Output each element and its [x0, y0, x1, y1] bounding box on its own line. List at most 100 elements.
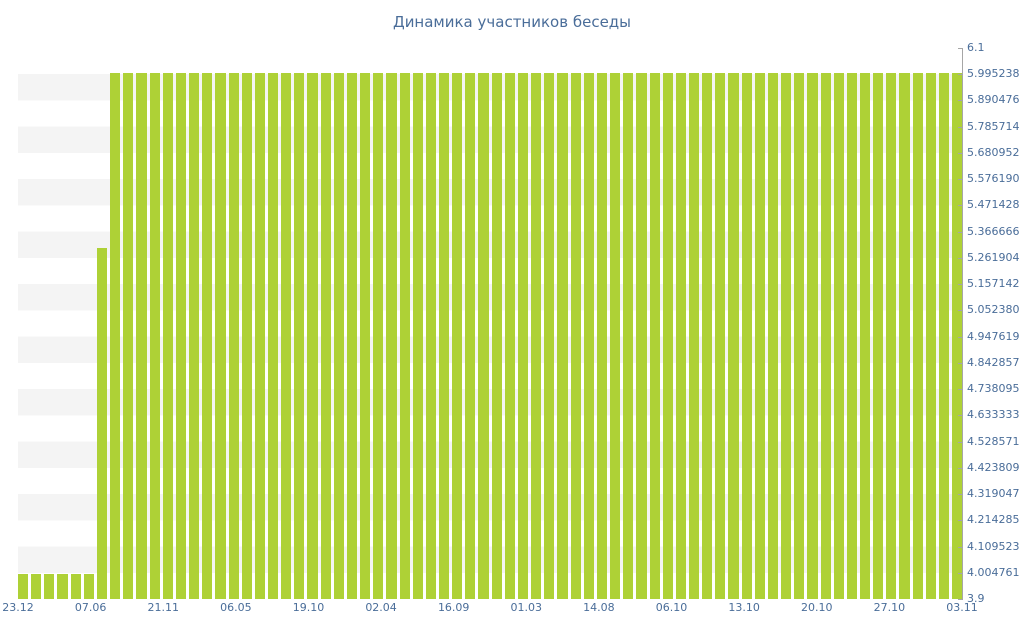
bar — [241, 73, 252, 599]
bar — [439, 73, 450, 599]
y-tick-label: 5.680952 — [967, 145, 1020, 159]
bar — [504, 73, 515, 599]
x-tick-label: 06.05 — [220, 601, 252, 614]
bar — [623, 73, 634, 599]
bar — [860, 73, 871, 599]
bar — [938, 73, 950, 599]
bar — [57, 573, 68, 599]
y-tick-label: 6.1 — [967, 41, 985, 54]
bar — [425, 73, 436, 599]
bar — [767, 73, 779, 599]
bar — [583, 73, 594, 599]
y-tick-mark — [958, 415, 963, 417]
y-tick-label: 4.004761 — [967, 565, 1020, 579]
bar — [31, 573, 42, 599]
bar — [715, 73, 726, 599]
bar — [807, 73, 818, 599]
bar — [478, 73, 489, 599]
bar — [228, 73, 239, 599]
bar — [110, 73, 121, 599]
x-tick-label: 02.04 — [365, 601, 397, 614]
bar — [202, 73, 213, 599]
y-tick-mark — [958, 599, 963, 600]
y-tick-mark — [958, 336, 963, 338]
y-tick-label: 4.738095 — [967, 382, 1020, 396]
plot-area — [18, 48, 963, 599]
x-tick-label: 13.10 — [728, 601, 760, 614]
y-tick-mark — [958, 441, 963, 443]
bar — [728, 73, 739, 599]
bar — [952, 73, 963, 599]
bar — [294, 73, 305, 599]
bar — [925, 73, 936, 599]
y-tick-mark — [958, 520, 963, 522]
x-tick-label: 27.10 — [873, 601, 906, 614]
bar — [781, 73, 792, 599]
y-tick-mark — [958, 231, 963, 233]
bar — [123, 73, 134, 599]
y-tick-label: 4.423809 — [967, 460, 1020, 474]
bar — [465, 73, 476, 599]
bar — [754, 73, 765, 599]
bar — [899, 73, 910, 599]
bar — [215, 73, 226, 599]
bar — [820, 73, 831, 599]
bar — [18, 573, 29, 599]
y-tick-label: 5.157142 — [967, 277, 1020, 291]
y-tick-mark — [958, 126, 963, 128]
y-tick-mark — [958, 546, 963, 548]
x-tick-label: 14.08 — [583, 601, 615, 614]
y-axis-line — [962, 48, 963, 599]
bar — [741, 73, 752, 599]
y-tick-label: 5.052380 — [967, 303, 1020, 317]
bar — [636, 73, 647, 599]
y-tick-label: 4.842857 — [967, 355, 1020, 369]
y-tick-mark — [958, 467, 963, 469]
bar — [544, 73, 555, 599]
y-tick-label: 4.109523 — [967, 539, 1020, 553]
y-tick-mark — [958, 284, 963, 286]
bar — [281, 73, 292, 599]
bar — [254, 73, 265, 599]
y-axis: 6.1 5.995238 5.890476 5.785714 5.680952 5.576… — [958, 42, 1024, 605]
y-tick-mark — [958, 310, 963, 312]
y-tick-mark — [958, 100, 963, 102]
bars-container — [18, 48, 963, 599]
x-tick-label: 06.10 — [655, 601, 688, 614]
bar — [649, 73, 660, 599]
bar — [688, 73, 700, 599]
bar — [912, 73, 923, 599]
bar — [517, 73, 529, 599]
chart-title: Динамика участников беседы — [392, 13, 632, 31]
y-tick-label: 4.947619 — [967, 329, 1020, 343]
y-tick-label: 5.261904 — [967, 250, 1020, 264]
bar — [491, 73, 502, 599]
x-tick-label: 21.11 — [147, 601, 179, 614]
bar — [83, 573, 94, 599]
y-tick-mark — [958, 74, 963, 76]
bar — [596, 73, 608, 599]
bar — [267, 73, 279, 599]
bar — [386, 73, 397, 599]
y-tick-label: 4.319047 — [967, 487, 1020, 501]
y-tick-label: 3.9 — [967, 592, 985, 605]
y-tick-mark — [958, 362, 963, 364]
x-tick-label: 07.06 — [74, 601, 107, 614]
y-tick-label: 5.890476 — [967, 93, 1020, 107]
bar — [96, 248, 108, 599]
bar — [136, 73, 147, 599]
x-tick-label: 16.09 — [437, 601, 470, 614]
bar — [662, 73, 673, 599]
bar — [320, 73, 331, 599]
y-tick-mark — [958, 494, 963, 496]
x-tick-label: 03.11 — [946, 601, 978, 614]
x-tick-label: 23.12 — [2, 601, 34, 614]
bar — [610, 73, 621, 599]
bar — [44, 573, 55, 599]
y-tick-mark — [958, 257, 963, 259]
bar — [346, 73, 358, 599]
bar — [531, 73, 542, 599]
y-tick-mark — [958, 179, 963, 181]
bar — [675, 73, 686, 599]
